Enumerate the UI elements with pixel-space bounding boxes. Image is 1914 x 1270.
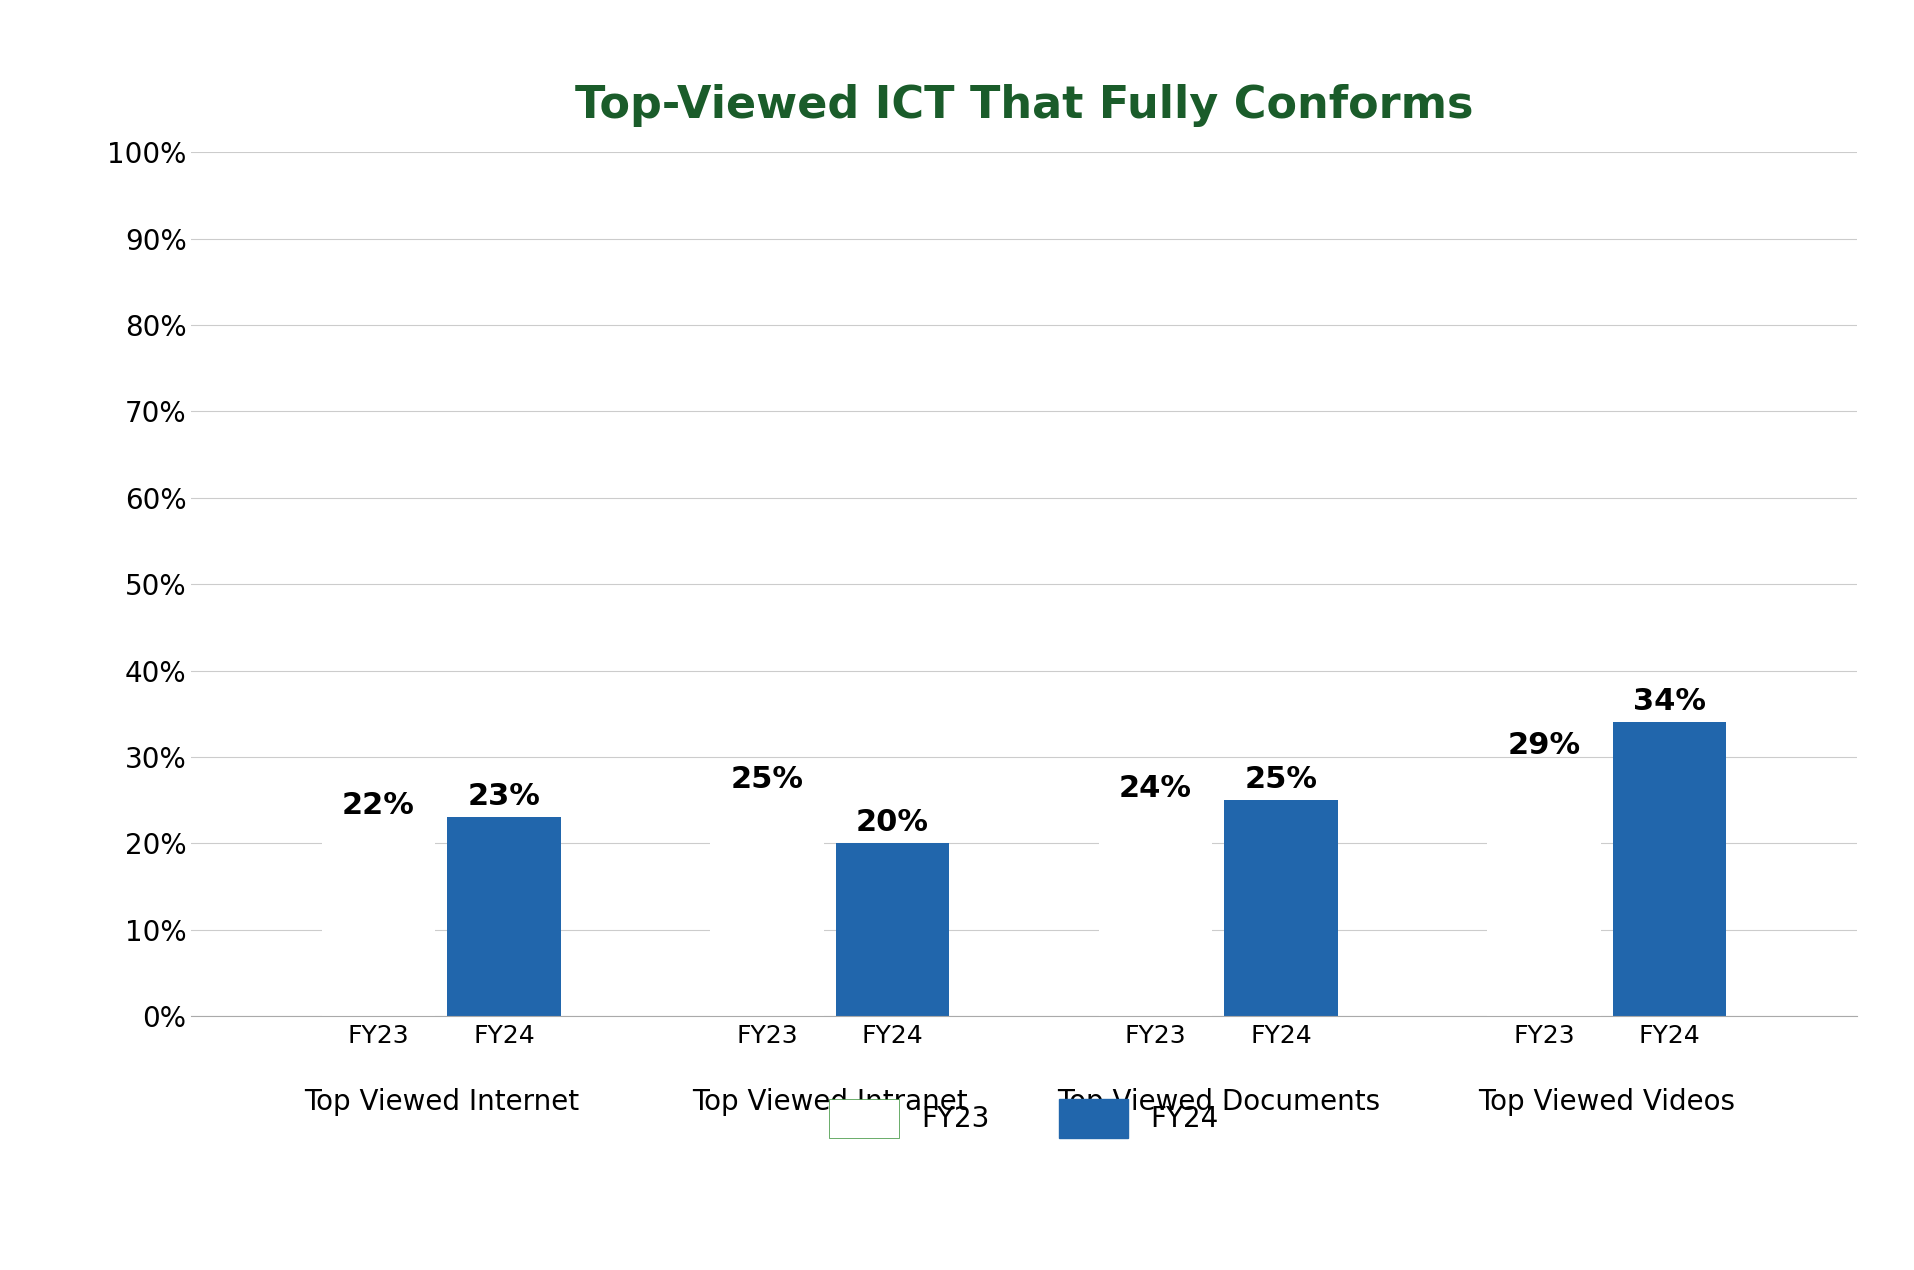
Bar bbox=[836, 843, 949, 1016]
Bar bbox=[1487, 766, 1600, 1016]
Text: 25%: 25% bbox=[731, 765, 804, 794]
Bar bbox=[448, 818, 561, 1016]
Text: 24%: 24% bbox=[1120, 773, 1192, 803]
Text: 22%: 22% bbox=[343, 791, 415, 820]
Text: Top Viewed Videos: Top Viewed Videos bbox=[1478, 1088, 1736, 1116]
Text: Top Viewed Intranet: Top Viewed Intranet bbox=[693, 1088, 968, 1116]
Text: Top Viewed Internet: Top Viewed Internet bbox=[304, 1088, 578, 1116]
Legend: FY23, FY24: FY23, FY24 bbox=[817, 1087, 1231, 1149]
Text: 29%: 29% bbox=[1508, 730, 1581, 759]
Text: 25%: 25% bbox=[1244, 765, 1317, 794]
Bar bbox=[710, 800, 823, 1016]
Title: Top-Viewed ICT That Fully Conforms: Top-Viewed ICT That Fully Conforms bbox=[574, 84, 1474, 127]
Bar bbox=[1099, 809, 1212, 1016]
Text: 34%: 34% bbox=[1633, 687, 1705, 716]
Bar bbox=[1614, 723, 1726, 1016]
Text: Top Viewed Documents: Top Viewed Documents bbox=[1057, 1088, 1380, 1116]
Text: 20%: 20% bbox=[856, 808, 928, 837]
Text: 23%: 23% bbox=[467, 782, 540, 812]
Bar bbox=[1225, 800, 1338, 1016]
Bar bbox=[322, 826, 434, 1016]
